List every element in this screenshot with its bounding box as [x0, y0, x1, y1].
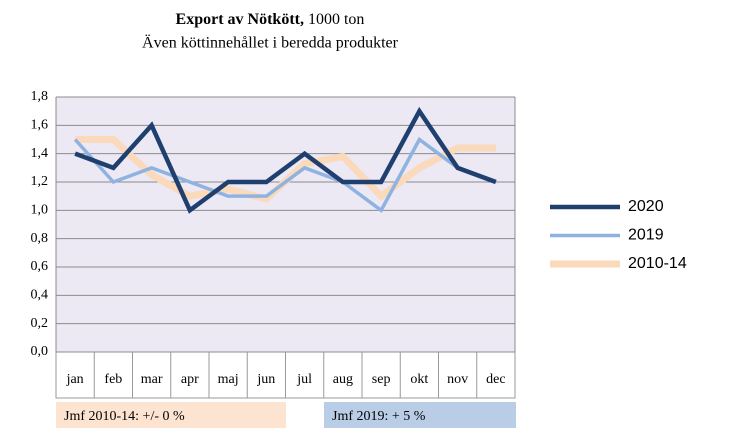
- x-tick-label: jun: [256, 372, 275, 387]
- annotation: Jmf 2010-14: +/- 0 %: [64, 409, 185, 424]
- x-tick-label: aug: [333, 372, 353, 387]
- y-tick-label: 0,8: [31, 231, 49, 246]
- y-tick-label: 1,6: [31, 118, 49, 133]
- x-tick-label: jul: [296, 372, 312, 387]
- plot-area: [56, 97, 515, 352]
- title-unit: 1000 ton: [308, 11, 364, 28]
- x-tick-label: sep: [372, 372, 391, 387]
- annotation-box: [56, 402, 286, 428]
- y-tick-label: 0,2: [31, 316, 49, 331]
- y-tick-label: 1,4: [31, 146, 49, 161]
- series-line: [74, 106, 497, 214]
- legend-label: 2020: [628, 198, 664, 215]
- legend-label: 2019: [628, 227, 664, 244]
- y-tick-label: 1,2: [31, 174, 49, 189]
- x-tick-label: jan: [66, 372, 84, 387]
- x-tick-label: maj: [218, 372, 239, 387]
- title: Export av Nötkött,: [176, 11, 304, 28]
- chart-title: Export av Nötkött, 1000 ton: [176, 11, 365, 28]
- x-tick-label: feb: [104, 372, 122, 387]
- x-tick-label: nov: [447, 372, 468, 387]
- annotation-box: [324, 402, 516, 428]
- y-tick-label: 0,4: [31, 288, 49, 303]
- annotation: Jmf 2019: + 5 %: [332, 409, 426, 424]
- series-line: [73, 136, 459, 213]
- subtitle: Även köttinnehållet i beredda produkter: [142, 34, 399, 52]
- y-tick-label: 0,0: [31, 344, 49, 359]
- x-tick-label: mar: [141, 372, 163, 387]
- y-tick-label: 1,8: [31, 89, 49, 104]
- x-tick-label: apr: [181, 372, 199, 387]
- legend-label: 2010-14: [628, 255, 687, 272]
- y-tick-label: 0,6: [31, 259, 49, 274]
- x-tick-label: dec: [486, 372, 505, 387]
- y-tick-label: 1,0: [31, 203, 49, 218]
- x-tick-label: okt: [410, 372, 428, 387]
